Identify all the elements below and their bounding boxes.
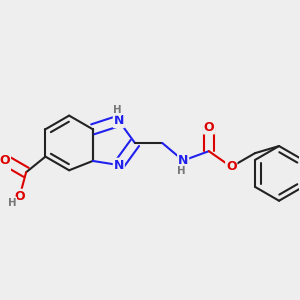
Text: N: N <box>178 154 188 167</box>
Text: O: O <box>0 154 10 166</box>
Text: N: N <box>114 159 124 172</box>
Text: H: H <box>177 166 185 176</box>
Text: H: H <box>8 198 16 208</box>
Text: O: O <box>204 121 214 134</box>
Text: O: O <box>226 160 237 173</box>
Text: N: N <box>114 114 124 127</box>
Text: O: O <box>14 190 25 202</box>
Text: H: H <box>113 105 121 115</box>
